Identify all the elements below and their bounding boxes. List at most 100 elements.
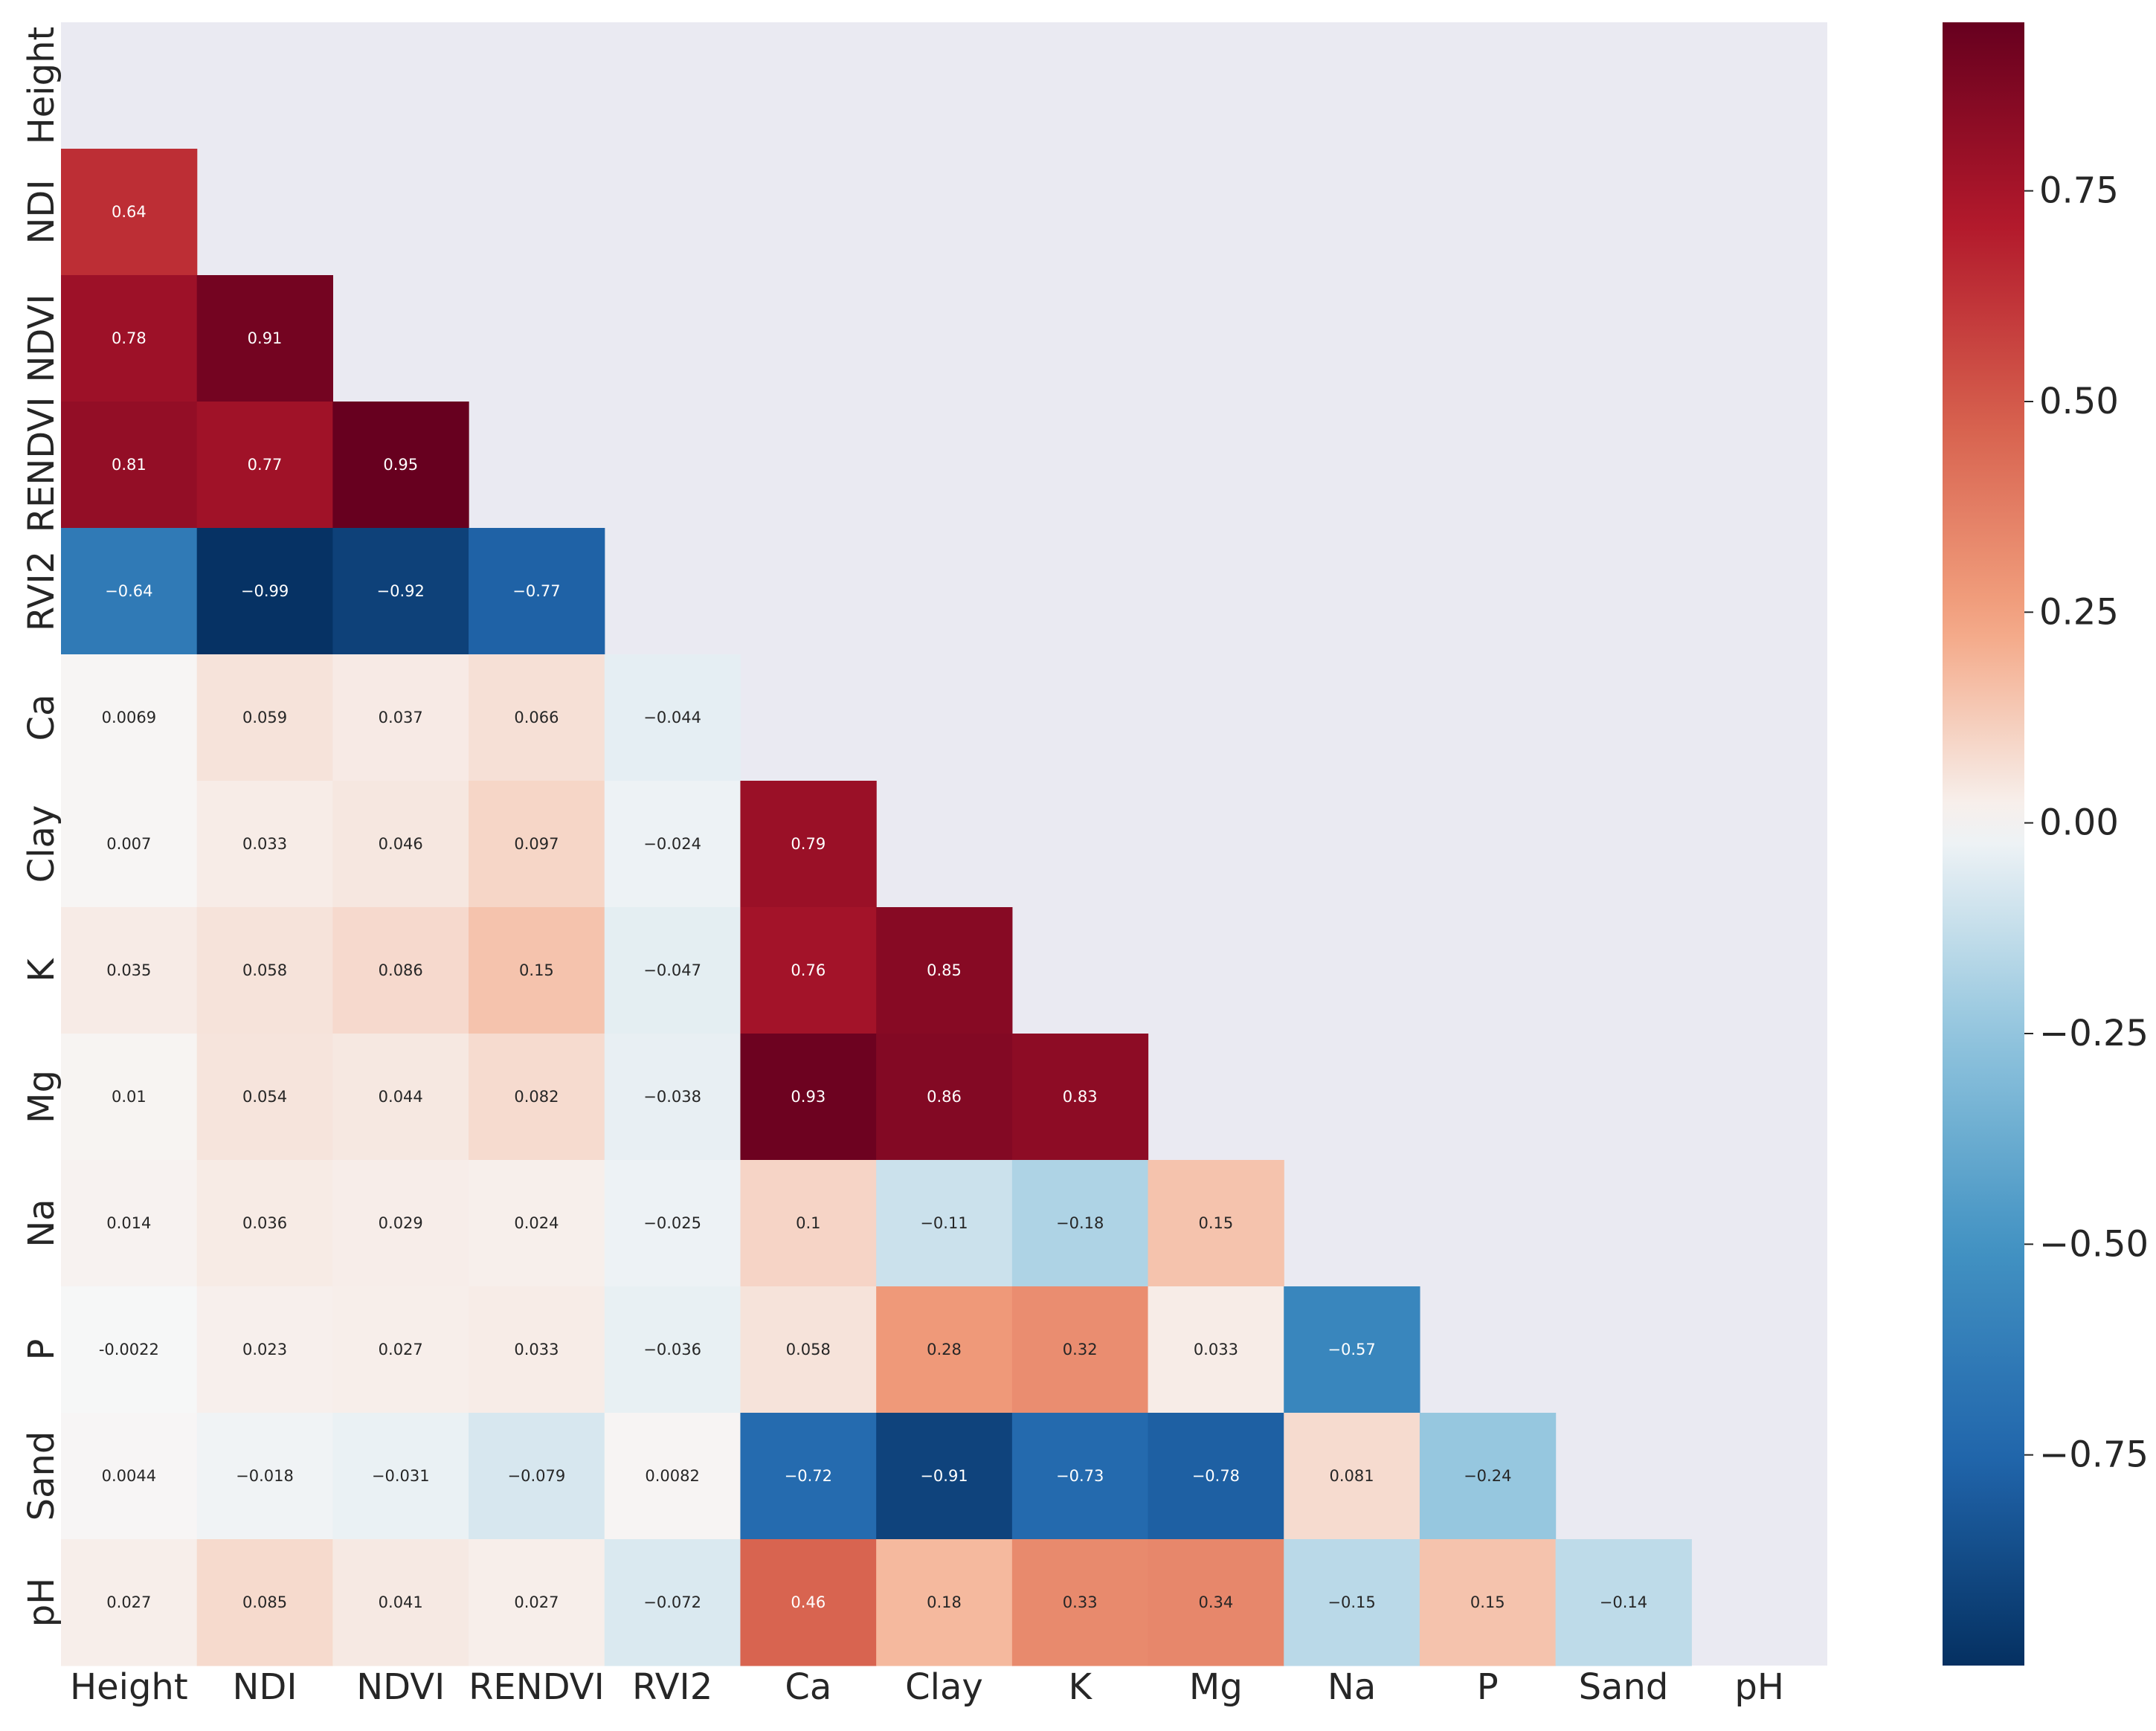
cell-value-label-Sand-Ca: −0.72 <box>785 1467 832 1485</box>
heatmap-cell-RVI2-RENDVI <box>469 528 605 655</box>
cell-value-label-P-Mg: 0.033 <box>1194 1341 1238 1358</box>
y-tick-label-RVI2: RVI2 <box>21 551 62 631</box>
heatmap-cell-P-NDI <box>196 1286 333 1414</box>
heatmap-cell-Sand-K <box>1011 1413 1149 1540</box>
heatmap-cell-Clay-RVI2 <box>604 781 741 908</box>
cell-value-label-RVI2-NDVI: −0.92 <box>377 582 425 600</box>
cell-value-label-K-Ca: 0.76 <box>791 961 826 979</box>
heatmap-cell-RVI2-NDI <box>196 528 333 655</box>
heatmap-cell-P-Clay <box>876 1286 1013 1414</box>
heatmap-cell-K-Clay <box>876 907 1013 1034</box>
x-tick-label-NDI: NDI <box>233 1666 297 1708</box>
x-tick-label-RENDVI: RENDVI <box>469 1666 605 1708</box>
cell-value-label-Na-Clay: −0.11 <box>920 1214 968 1232</box>
heatmap-cell-K-NDI <box>196 907 333 1034</box>
cell-value-label-K-NDI: 0.058 <box>242 961 287 979</box>
cell-value-label-P-RVI2: −0.036 <box>643 1341 701 1358</box>
heatmap-cell-labels: 0.64 0.78 0.91 0.81 0.77 0.95 −0.64 −0.99 −0.92 −… <box>99 203 1647 1611</box>
heatmap-cell-Mg-Ca <box>740 1034 877 1161</box>
heatmap-cell-Na-Clay <box>876 1160 1013 1287</box>
heatmap-cell-Clay-NDVI <box>332 781 469 908</box>
heatmap-cell-pH-RVI2 <box>604 1539 741 1666</box>
cell-value-label-Na-RENDVI: 0.024 <box>514 1214 559 1232</box>
cell-value-label-Mg-K: 0.83 <box>1063 1088 1098 1106</box>
cell-value-label-Na-Mg: 0.15 <box>1198 1214 1233 1232</box>
cell-value-label-RVI2-RENDVI: −0.77 <box>512 582 560 600</box>
heatmap-cell-pH-NDVI <box>332 1539 469 1666</box>
x-tick-label-Ca: Ca <box>785 1666 831 1708</box>
cell-value-label-Ca-NDI: 0.059 <box>242 709 287 726</box>
x-tick-label-Na: Na <box>1328 1666 1376 1708</box>
cell-value-label-K-Clay: 0.85 <box>927 961 962 979</box>
heatmap-cell-RENDVI-Height <box>61 402 198 529</box>
cell-value-label-RENDVI-NDVI: 0.95 <box>383 456 418 474</box>
cell-value-label-pH-Na: −0.15 <box>1328 1593 1375 1611</box>
heatmap-cell-P-Na <box>1284 1286 1420 1414</box>
cell-value-label-pH-P: 0.15 <box>1470 1593 1505 1611</box>
cell-value-label-RENDVI-NDI: 0.77 <box>248 456 283 474</box>
heatmap-cell-pH-Mg <box>1148 1539 1284 1666</box>
heatmap-cell-Na-Height <box>61 1160 198 1287</box>
cell-value-label-RENDVI-Height: 0.81 <box>112 456 147 474</box>
heatmap-cell-Na-RENDVI <box>469 1160 605 1287</box>
heatmap-cell-Mg-NDI <box>196 1034 333 1161</box>
x-tick-label-NDVI: NDVI <box>356 1666 445 1708</box>
cell-value-label-RVI2-Height: −0.64 <box>105 582 152 600</box>
y-tick-label-K: K <box>21 958 62 982</box>
heatmap-cell-Sand-Ca <box>740 1413 877 1540</box>
x-tick-label-RVI2: RVI2 <box>632 1666 712 1708</box>
cell-value-label-Sand-NDI: −0.018 <box>236 1467 294 1485</box>
heatmap-cell-Sand-Height <box>61 1413 198 1540</box>
cell-value-label-Clay-Ca: 0.79 <box>791 835 826 853</box>
colorbar <box>1943 22 2024 1666</box>
y-tick-label-pH: pH <box>21 1578 62 1628</box>
cell-value-label-Ca-NDVI: 0.037 <box>379 709 423 726</box>
cell-value-label-Na-K: −0.18 <box>1056 1214 1104 1232</box>
cell-value-label-pH-NDVI: 0.041 <box>379 1593 423 1611</box>
heatmap-cell-RENDVI-NDI <box>196 402 333 529</box>
colorbar-ticks: 0.75 0.50 0.25 0.00 −0.25 −0.50 −0.75 <box>2024 170 2149 1476</box>
heatmap-cell-Ca-Height <box>61 654 198 781</box>
heatmap-cell-RENDVI-NDVI <box>332 402 469 529</box>
y-tick-label-Sand: Sand <box>21 1431 62 1521</box>
heatmap-cell-Clay-RENDVI <box>469 781 605 908</box>
cell-value-label-pH-RVI2: −0.072 <box>643 1593 701 1611</box>
x-tick-label-Mg: Mg <box>1189 1666 1243 1708</box>
heatmap-cell-pH-RENDVI <box>469 1539 605 1666</box>
cell-value-label-Sand-RENDVI: −0.079 <box>508 1467 566 1485</box>
x-tick-label-Sand: Sand <box>1579 1666 1669 1708</box>
heatmap-cell-Na-K <box>1011 1160 1149 1287</box>
y-tick-label-Na: Na <box>21 1199 62 1247</box>
y-tick-label-P: P <box>21 1339 62 1361</box>
heatmap-cell-Sand-NDI <box>196 1413 333 1540</box>
colorbar-tick-label-6: −0.75 <box>2039 1434 2149 1476</box>
heatmap-cell-Mg-K <box>1011 1034 1149 1161</box>
x-tick-label-Height: Height <box>70 1666 188 1708</box>
heatmap-cell-pH-Ca <box>740 1539 877 1666</box>
cell-value-label-pH-RENDVI: 0.027 <box>514 1593 559 1611</box>
cell-value-label-Clay-NDVI: 0.046 <box>379 835 423 853</box>
cell-value-label-P-K: 0.32 <box>1063 1341 1098 1358</box>
heatmap-cell-Clay-Ca <box>740 781 877 908</box>
x-tick-label-Clay: Clay <box>905 1666 983 1708</box>
heatmap-cell-Mg-Height <box>61 1034 198 1161</box>
cell-value-label-RVI2-NDI: −0.99 <box>241 582 289 600</box>
heatmap-cell-P-Height <box>61 1286 198 1414</box>
heatmap-cell-Mg-Clay <box>876 1034 1013 1161</box>
cell-value-label-pH-Height: 0.027 <box>106 1593 151 1611</box>
cell-value-label-pH-NDI: 0.085 <box>242 1593 287 1611</box>
y-tick-label-RENDVI: RENDVI <box>21 397 62 533</box>
y-tick-label-Ca: Ca <box>21 694 62 741</box>
colorbar-tick-label-2: 0.25 <box>2039 591 2119 633</box>
cell-value-label-pH-Mg: 0.34 <box>1198 1593 1233 1611</box>
heatmap-cell-K-Height <box>61 907 198 1034</box>
cell-value-label-Na-NDVI: 0.029 <box>379 1214 423 1232</box>
cell-value-label-Mg-Clay: 0.86 <box>927 1088 962 1106</box>
colorbar-tick-label-5: −0.50 <box>2039 1223 2149 1265</box>
cell-value-label-Clay-NDI: 0.033 <box>242 835 287 853</box>
colorbar-tick-label-0: 0.75 <box>2039 170 2119 212</box>
heatmap-cell-pH-K <box>1011 1539 1149 1666</box>
cell-value-label-Mg-Ca: 0.93 <box>791 1088 826 1106</box>
heatmap-cells <box>61 149 1692 1666</box>
heatmap-cell-K-RENDVI <box>469 907 605 1034</box>
